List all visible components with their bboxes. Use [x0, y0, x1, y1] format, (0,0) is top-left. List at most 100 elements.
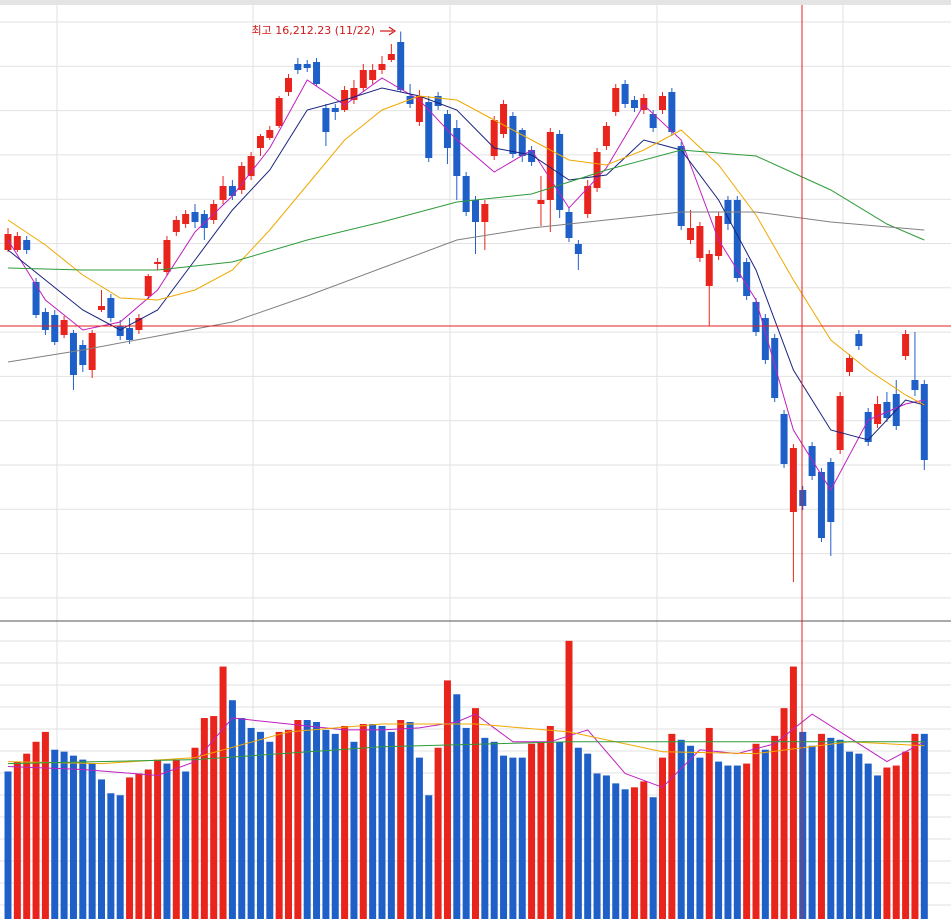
volume-bar: [836, 739, 844, 919]
volume-bar: [126, 777, 134, 919]
candle-body: [369, 70, 377, 80]
volume-bar: [846, 751, 853, 919]
volume-bar: [98, 779, 105, 919]
candle-body: [32, 282, 40, 315]
candle-body: [228, 186, 236, 196]
candle-body: [602, 126, 610, 146]
volume-bar: [23, 753, 31, 919]
volume-bar: [920, 733, 928, 919]
candle-body: [687, 228, 695, 240]
volume-bar: [406, 721, 414, 919]
volume-bar: [808, 745, 816, 919]
volume-bar: [60, 751, 68, 919]
candle-body: [116, 326, 124, 336]
volume-bar: [350, 741, 358, 919]
volume-bar: [425, 795, 433, 919]
volume-bar: [883, 767, 891, 919]
top-border: [0, 0, 951, 5]
volume-bar: [892, 765, 900, 919]
candle-body: [154, 262, 162, 264]
candle-body: [490, 120, 498, 156]
volume-bar: [630, 787, 638, 919]
volume-bar: [266, 741, 274, 919]
candle-body: [387, 54, 395, 60]
volume-bar: [453, 694, 461, 919]
candle-body: [331, 108, 339, 112]
volume-bar: [621, 789, 629, 919]
volume-bar: [210, 716, 218, 919]
candle-body: [761, 318, 769, 360]
candle-body: [705, 254, 713, 286]
volume-bar: [789, 666, 797, 919]
volume-bar: [677, 739, 685, 919]
candle-body: [200, 214, 208, 228]
volume-bar: [341, 725, 349, 919]
volume-bar: [378, 725, 386, 919]
volume-bar: [303, 720, 311, 919]
candle-body: [855, 334, 863, 346]
volume-bar: [247, 727, 255, 919]
candle-body: [397, 42, 405, 90]
candle-body: [612, 88, 620, 112]
volume-bar: [687, 745, 695, 919]
candle-body: [883, 402, 891, 418]
candle-body: [472, 200, 479, 222]
volume-bar: [154, 759, 162, 919]
volume-bar: [415, 757, 423, 919]
volume-bar: [733, 765, 741, 919]
candle-body: [668, 92, 676, 132]
volume-bar: [4, 771, 12, 919]
candle-body: [163, 240, 171, 272]
candle-body: [771, 338, 779, 398]
candle-body: [172, 220, 180, 232]
candle-body: [911, 380, 919, 390]
volume-bar: [144, 769, 152, 919]
candle-body: [846, 358, 853, 372]
candle-body: [640, 98, 648, 110]
candle-body: [593, 152, 601, 188]
volume-bar: [359, 723, 367, 919]
volume-bar: [13, 761, 21, 919]
candle-body: [98, 306, 105, 310]
candle-body: [546, 132, 554, 200]
volume-bar: [509, 757, 517, 919]
volume-bar: [827, 737, 835, 919]
volume-bar: [864, 763, 872, 919]
volume-bar: [172, 759, 180, 919]
volume-bar: [79, 759, 87, 919]
marks: [4, 31, 928, 919]
candle-body: [874, 404, 882, 424]
candle-body: [528, 150, 536, 162]
volume-bar: [397, 720, 405, 919]
candle-body: [88, 333, 96, 370]
candle-body: [51, 315, 59, 342]
moving-average-line: [7, 149, 925, 271]
volume-bar: [612, 783, 620, 919]
candle-body: [13, 236, 21, 250]
candle-body: [60, 320, 68, 335]
volume-bar: [182, 771, 190, 919]
candle-body: [359, 70, 367, 88]
volume-bar: [285, 729, 292, 919]
volume-bar: [32, 741, 40, 919]
annotation-arrow: [380, 26, 397, 36]
candle-body: [920, 384, 928, 460]
volume-bar: [528, 743, 536, 919]
candle-body: [808, 446, 816, 476]
volume-bar: [331, 733, 339, 919]
candle-body: [266, 130, 274, 138]
volume-bar: [715, 761, 723, 919]
moving-average-line: [7, 713, 925, 788]
volume-bar: [546, 725, 554, 919]
candle-body: [144, 276, 152, 296]
candle-body: [780, 414, 788, 464]
volume-bar: [238, 718, 246, 919]
volume-bar: [593, 773, 601, 919]
moving-average-line: [7, 77, 925, 491]
candle-body: [556, 134, 564, 210]
candle-body: [462, 176, 470, 212]
volume-bar: [51, 749, 59, 919]
volume-bar: [855, 753, 863, 919]
candle-body: [733, 200, 741, 278]
